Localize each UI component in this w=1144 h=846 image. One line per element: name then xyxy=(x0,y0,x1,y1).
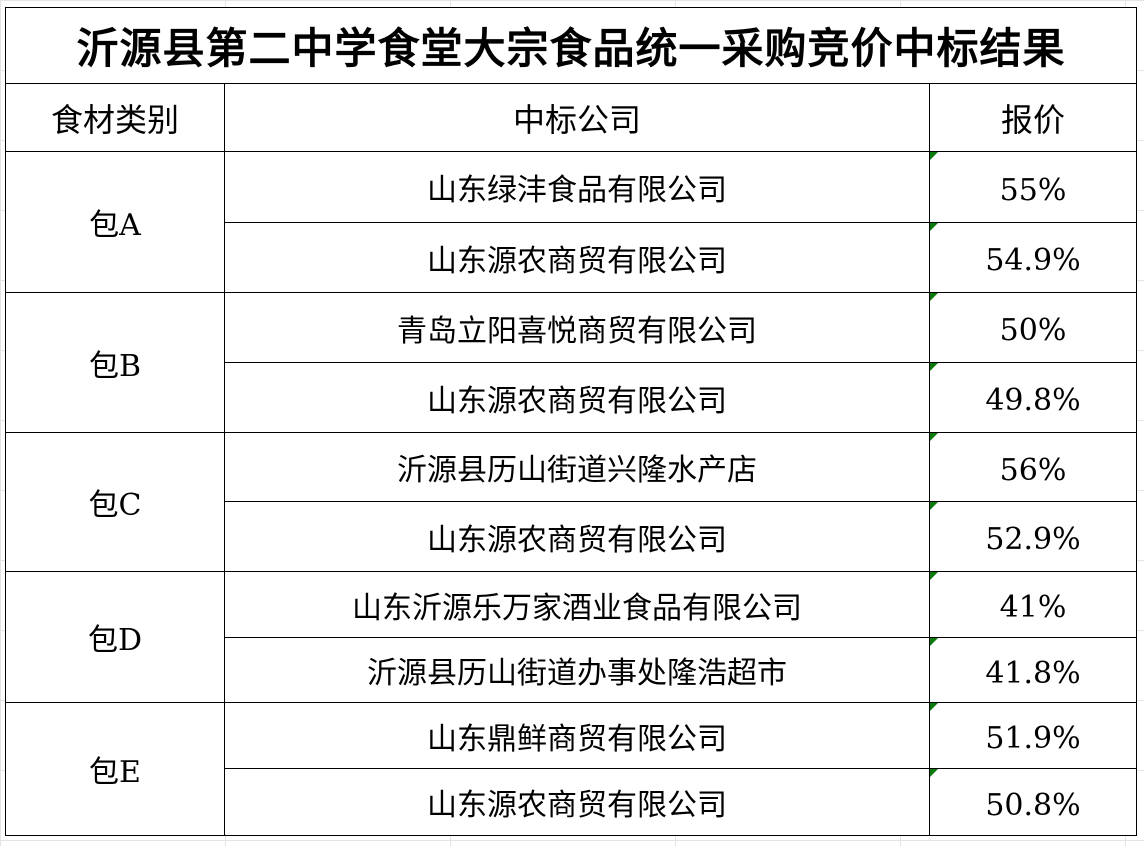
number-as-text-indicator-icon xyxy=(930,363,938,371)
number-as-text-indicator-icon xyxy=(930,769,938,777)
table-row: 包B 青岛立阳喜悦商贸有限公司 50% xyxy=(5,292,1137,433)
price-cell[interactable]: 50% xyxy=(929,292,1137,363)
number-as-text-indicator-icon xyxy=(930,152,938,160)
number-as-text-indicator-icon xyxy=(930,293,938,301)
price-cell[interactable]: 41.8% xyxy=(929,637,1137,703)
header-company[interactable]: 中标公司 xyxy=(224,83,930,152)
price-value: 55% xyxy=(999,172,1067,208)
price-cell[interactable]: 41% xyxy=(929,571,1137,638)
category-cell[interactable]: 包E xyxy=(5,702,225,836)
price-value: 50.8% xyxy=(985,787,1081,823)
company-cell[interactable]: 山东沂源乐万家酒业食品有限公司 xyxy=(224,571,930,638)
category-cell[interactable]: 包D xyxy=(5,571,225,703)
price-value: 52.9% xyxy=(985,522,1081,557)
table-title[interactable]: 沂源县第二中学食堂大宗食品统一采购竞价中标结果 xyxy=(5,7,1137,84)
company-cell[interactable]: 山东源农商贸有限公司 xyxy=(224,222,930,293)
category-cell[interactable]: 包A xyxy=(5,151,225,293)
price-cell[interactable]: 56% xyxy=(929,432,1137,502)
header-price[interactable]: 报价 xyxy=(929,83,1137,152)
header-category[interactable]: 食材类别 xyxy=(5,83,225,152)
price-value: 51.9% xyxy=(985,721,1081,756)
price-cell[interactable]: 55% xyxy=(929,151,1137,223)
table-row: 山东源农商贸有限公司 50.8% xyxy=(6,768,1137,836)
table-row: 包E 山东鼎鲜商贸有限公司 51.9% xyxy=(5,702,1137,836)
bid-results-table: 沂源县第二中学食堂大宗食品统一采购竞价中标结果 食材类别 中标公司 报价 包A 山… xyxy=(5,7,1137,836)
price-cell[interactable]: 51.9% xyxy=(929,702,1137,769)
number-as-text-indicator-icon xyxy=(930,502,938,510)
company-cell[interactable]: 沂源县历山街道办事处隆浩超市 xyxy=(224,637,930,703)
table-row: 山东源农商贸有限公司 49.8% xyxy=(6,362,1137,433)
category-cell[interactable]: 包B xyxy=(5,292,225,433)
price-cell[interactable]: 50.8% xyxy=(929,768,1137,836)
number-as-text-indicator-icon xyxy=(930,433,938,441)
price-value: 50% xyxy=(999,313,1067,348)
price-cell[interactable]: 54.9% xyxy=(929,222,1137,293)
category-cell[interactable]: 包C xyxy=(5,432,225,572)
price-value: 54.9% xyxy=(985,243,1081,278)
company-cell[interactable]: 山东源农商贸有限公司 xyxy=(224,362,930,433)
company-cell[interactable]: 沂源县历山街道兴隆水产店 xyxy=(224,432,930,502)
company-cell[interactable]: 山东鼎鲜商贸有限公司 xyxy=(224,702,930,769)
price-value: 41% xyxy=(999,590,1067,625)
price-value: 41.8% xyxy=(985,655,1081,691)
price-value: 56% xyxy=(999,452,1067,488)
number-as-text-indicator-icon xyxy=(930,638,938,646)
company-cell[interactable]: 山东源农商贸有限公司 xyxy=(224,501,930,572)
company-cell[interactable]: 山东源农商贸有限公司 xyxy=(224,768,930,836)
number-as-text-indicator-icon xyxy=(930,223,938,231)
price-cell[interactable]: 52.9% xyxy=(929,501,1137,572)
number-as-text-indicator-icon xyxy=(930,703,938,711)
table-row: 包C 沂源县历山街道兴隆水产店 56% xyxy=(5,432,1137,572)
table-row: 山东源农商贸有限公司 52.9% xyxy=(6,501,1137,572)
table-row: 包D 山东沂源乐万家酒业食品有限公司 41% xyxy=(5,571,1137,703)
price-value: 49.8% xyxy=(985,383,1081,418)
company-cell[interactable]: 青岛立阳喜悦商贸有限公司 xyxy=(224,292,930,363)
table-row: 山东源农商贸有限公司 54.9% xyxy=(6,222,1137,293)
price-cell[interactable]: 49.8% xyxy=(929,362,1137,433)
table-row: 包A 山东绿沣食品有限公司 55% xyxy=(5,151,1137,293)
company-cell[interactable]: 山东绿沣食品有限公司 xyxy=(224,151,930,223)
number-as-text-indicator-icon xyxy=(930,572,938,580)
table-row: 沂源县历山街道办事处隆浩超市 41.8% xyxy=(6,637,1137,703)
